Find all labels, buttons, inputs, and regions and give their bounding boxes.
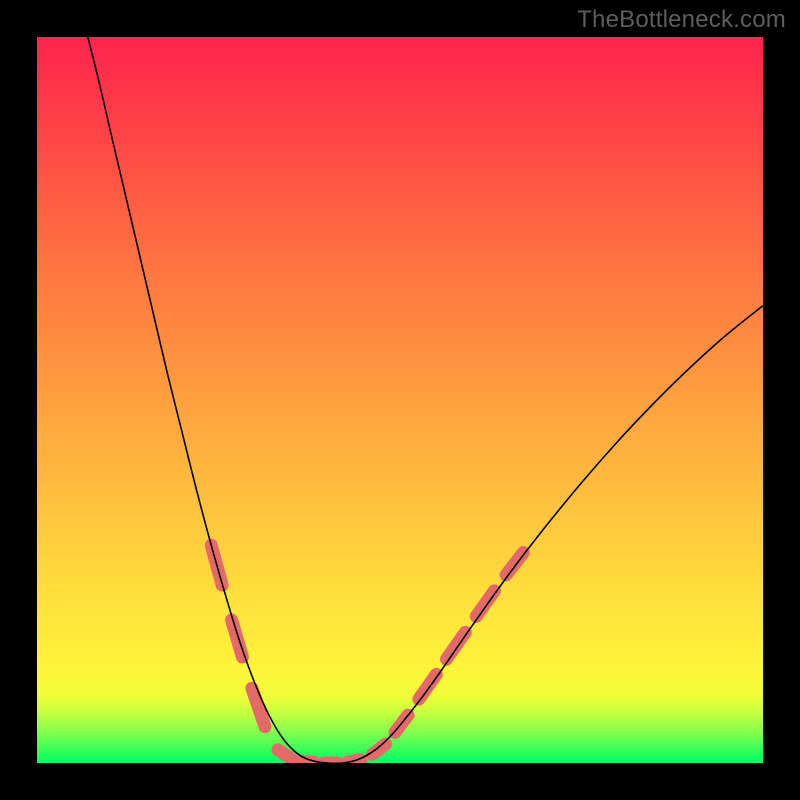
watermark-text: TheBottleneck.com bbox=[577, 6, 786, 34]
marker-segment bbox=[372, 744, 385, 754]
chart-canvas: TheBottleneck.com bbox=[0, 0, 800, 800]
bottleneck-chart-svg bbox=[0, 0, 800, 800]
gradient-background bbox=[37, 37, 763, 763]
marker-segment bbox=[278, 750, 291, 759]
